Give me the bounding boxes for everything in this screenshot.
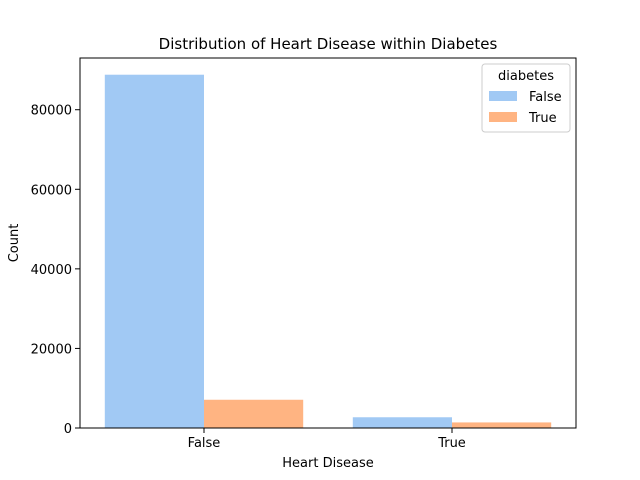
bar-true-true [452,422,552,428]
legend-title: diabetes [498,69,554,84]
y-tick-label: 40000 [31,263,72,278]
bar-false-false [104,74,204,428]
legend-label-false: False [529,90,562,105]
bar-true-false [352,417,452,428]
y-tick-label: 20000 [31,342,72,357]
bars-group [104,74,552,428]
y-tick-label: 80000 [31,104,72,119]
legend: diabetes False True [481,63,571,133]
legend-swatch-false [489,91,517,101]
x-axis: False True [188,428,466,451]
y-tick-label: 0 [64,422,72,437]
legend-label-true: True [528,111,557,126]
y-axis-label: Count [7,224,22,263]
bar-false-true [204,399,304,428]
x-axis-label: Heart Disease [282,456,373,471]
x-tick-label: False [188,436,221,451]
x-tick-label: True [437,436,466,451]
y-axis: 0 20000 40000 60000 80000 [31,104,80,437]
plot-frame [79,57,577,429]
chart-title: Distribution of Heart Disease within Dia… [159,35,498,53]
legend-swatch-true [489,112,517,122]
y-tick-label: 60000 [31,183,72,198]
